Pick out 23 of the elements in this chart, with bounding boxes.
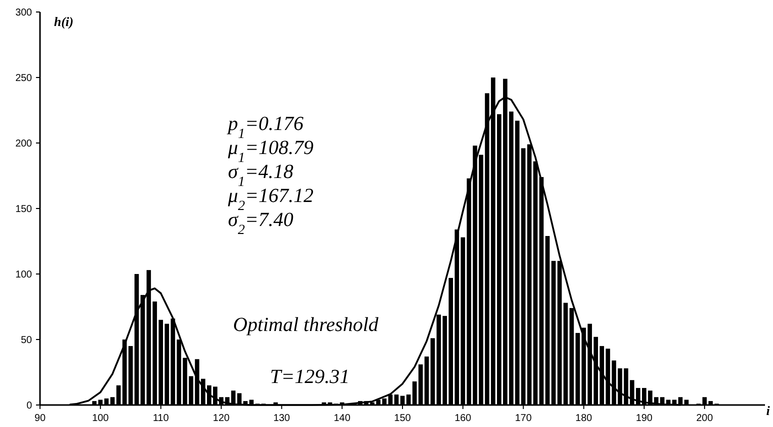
- x-tick-label: 120: [212, 413, 230, 424]
- y-tick-label: 50: [20, 335, 32, 346]
- y-tick-label: 250: [15, 73, 32, 84]
- x-tick-label: 160: [454, 413, 472, 424]
- annotation: Optimal threshold: [233, 314, 380, 336]
- annotation: T=129.31: [270, 366, 350, 388]
- x-axis-title: i: [766, 403, 770, 418]
- x-tick-label: 150: [394, 413, 412, 424]
- x-tick-label: 110: [152, 413, 170, 424]
- y-tick-label: 0: [26, 400, 32, 412]
- x-tick-label: 90: [34, 413, 46, 424]
- y-axis-title: h(i): [54, 14, 74, 29]
- x-tick-label: 140: [334, 413, 351, 424]
- x-tick-label: 130: [273, 413, 290, 424]
- x-tick-label: 170: [514, 413, 532, 424]
- y-tick-label: 200: [15, 138, 32, 150]
- y-tick-label: 100: [15, 270, 32, 280]
- x-tick-label: 190: [636, 413, 653, 424]
- y-tick-label: 150: [15, 204, 32, 215]
- x-tick-label: 200: [696, 413, 714, 424]
- y-tick-label: 300: [15, 8, 32, 18]
- x-tick-label: 180: [575, 413, 593, 424]
- x-tick-label: 100: [92, 413, 110, 424]
